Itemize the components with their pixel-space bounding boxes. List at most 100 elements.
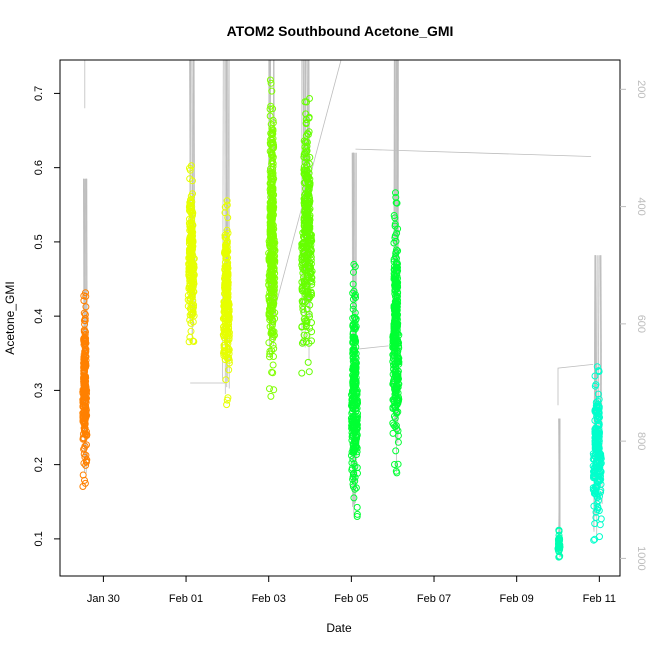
data-point [266,305,273,313]
data-point [266,105,274,113]
data-point [349,388,357,396]
data-point [589,455,597,463]
data-point [394,460,402,468]
data-point [268,199,276,207]
data-point [308,237,316,245]
data-point [301,228,309,236]
data-point [350,346,358,354]
data-point [268,316,276,324]
data-point [265,271,273,279]
data-point [187,327,195,335]
data-point [392,368,400,376]
data-point [349,379,357,387]
y2-tick-label: 400 [635,197,647,215]
data-point [305,223,313,231]
x-tick-label: Feb 11 [583,593,616,605]
data-point [80,297,88,305]
data-point [349,354,357,362]
data-point [301,149,309,157]
data-point [595,368,603,375]
data-point [351,438,358,446]
data-point [594,497,602,505]
data-point [394,432,402,440]
data-point [391,461,398,468]
data-point [79,398,87,406]
data-point [269,276,277,284]
data-point [303,207,311,215]
data-point [82,461,90,469]
data-point [185,338,193,346]
data-point [394,267,402,275]
data-point [306,248,313,256]
data-point [222,247,230,255]
data-point [555,527,563,535]
data-point [268,204,276,212]
data-point [267,307,275,315]
data-point [590,502,598,510]
data-point [392,422,400,430]
data-point [349,475,357,483]
data-point [591,372,599,380]
x-tick-label: Feb 01 [169,593,203,605]
plot-frame [59,59,621,577]
data-point [306,259,314,267]
data-point [351,292,359,300]
data-point [391,360,399,368]
data-point [300,195,308,203]
data-point [80,337,88,345]
data-point [298,339,306,347]
data-point [220,330,228,337]
data-point [80,375,88,383]
data-point [298,278,306,286]
data-point [186,266,194,274]
data-point [225,366,233,374]
data-point [349,480,357,488]
data-point [222,376,230,384]
data-point [81,453,89,461]
data-point [305,368,313,376]
data-point [82,363,89,371]
y-tick-label: 0.5 [33,234,45,249]
y-tick-label: 0.3 [33,383,45,398]
data-point [80,292,88,300]
data-point [81,402,89,410]
data-point [299,338,307,346]
data-point [593,363,601,371]
data-point [302,172,310,180]
data-point [80,336,88,344]
data-point [591,445,599,453]
data-point [596,455,604,463]
data-point [393,229,401,237]
data-point [268,131,275,139]
data-point [270,386,278,394]
data-point [592,444,600,452]
data-point [267,170,275,178]
data-point [300,265,308,273]
data-point [393,246,400,254]
data-point [556,541,564,549]
data-point [393,408,400,416]
data-point [305,114,313,122]
data-point [223,197,231,205]
data-point [222,270,230,278]
data-point [304,290,312,298]
data-point [268,149,276,157]
data-point [268,347,276,355]
data-point [390,239,398,247]
data-point [305,201,313,209]
data-point [269,172,277,180]
data-point [82,383,89,391]
data-point [269,153,277,161]
data-point [348,409,356,417]
data-point [349,383,357,391]
data-point [81,424,89,432]
data-point [391,234,399,242]
data-point [306,198,314,206]
data-point [304,358,312,366]
data-point [189,190,196,198]
data-point [308,291,315,299]
x-axis: Jan 30 Feb 01 Feb 03 Feb 05 Feb 07 Feb 09 Feb … [87,576,616,605]
data-point [185,283,193,291]
data-point [300,258,308,266]
data-point [353,387,361,395]
